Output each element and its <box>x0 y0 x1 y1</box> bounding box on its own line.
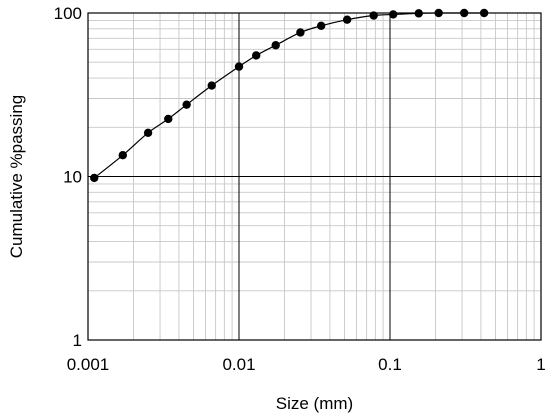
x-tick-label: 0.001 <box>67 355 110 374</box>
data-point <box>316 21 326 31</box>
data-point <box>90 173 99 183</box>
data-point <box>271 41 280 50</box>
data-point <box>479 8 489 18</box>
data-point <box>118 150 127 160</box>
x-axis-label: Size (mm) <box>276 394 353 413</box>
data-point <box>459 8 469 18</box>
x-tick-label: 0.01 <box>222 355 255 374</box>
data-point <box>434 8 443 18</box>
data-point <box>234 62 244 71</box>
data-point <box>342 15 352 24</box>
y-axis-label: Cumulative %passing <box>7 95 26 258</box>
x-tick-label: 1 <box>536 355 545 374</box>
data-point <box>252 51 261 60</box>
data-point <box>414 9 423 18</box>
x-tick-label: 0.1 <box>378 355 402 374</box>
data-point <box>207 81 216 90</box>
tick-labels: 0.001 0.01 0.1 1 1 10 100 <box>54 4 546 374</box>
data-series <box>90 8 489 183</box>
y-tick-label: 1 <box>73 331 82 350</box>
plot-frame <box>87 12 542 341</box>
data-point <box>143 128 153 138</box>
data-point <box>296 28 305 37</box>
data-point <box>164 114 173 124</box>
data-point <box>369 11 378 20</box>
series-line <box>93 12 485 179</box>
y-tick-label: 100 <box>54 4 82 23</box>
y-tick-label: 10 <box>63 168 82 187</box>
data-point <box>182 100 191 109</box>
data-point <box>388 10 398 19</box>
